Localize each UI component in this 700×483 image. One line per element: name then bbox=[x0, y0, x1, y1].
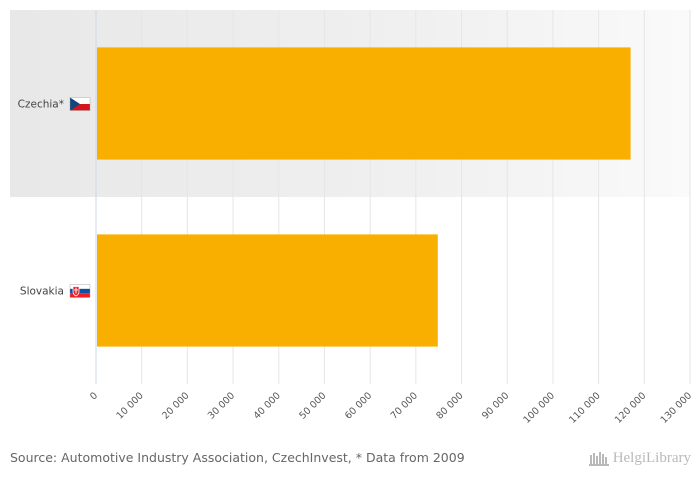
helgi-library-logo: HelgiLibrary bbox=[588, 449, 691, 467]
logo-text: HelgiLibrary bbox=[612, 449, 691, 466]
bar-chart: Czechia* Slovakia 0 10 000 20 000 30 000 40 0… bbox=[10, 10, 695, 426]
bar[interactable] bbox=[97, 234, 438, 347]
x-tick-label: 90 000 bbox=[480, 390, 511, 421]
x-tick-label: 130 000 bbox=[659, 390, 695, 426]
x-tick-label: 0 bbox=[88, 390, 100, 402]
x-tick-label: 110 000 bbox=[567, 390, 603, 426]
x-tick-label: 10 000 bbox=[115, 390, 146, 421]
category-label: Slovakia bbox=[20, 286, 64, 298]
source-note: Source: Automotive Industry Association,… bbox=[10, 450, 465, 465]
x-tick-label: 30 000 bbox=[206, 390, 237, 421]
x-tick-label: 70 000 bbox=[389, 390, 420, 421]
czech-flag-icon bbox=[69, 97, 91, 111]
x-tick-label: 40 000 bbox=[252, 390, 283, 421]
category-label: Czechia* bbox=[18, 99, 64, 111]
slovak-flag-icon bbox=[69, 284, 91, 298]
library-icon bbox=[588, 452, 609, 466]
x-tick-label: 50 000 bbox=[297, 390, 328, 421]
x-tick-label: 120 000 bbox=[613, 390, 649, 426]
x-tick-label: 100 000 bbox=[521, 390, 557, 426]
x-tick-label: 20 000 bbox=[160, 390, 191, 421]
bar[interactable] bbox=[97, 47, 631, 160]
x-tick-label: 60 000 bbox=[343, 390, 374, 421]
x-tick-label: 80 000 bbox=[434, 390, 465, 421]
